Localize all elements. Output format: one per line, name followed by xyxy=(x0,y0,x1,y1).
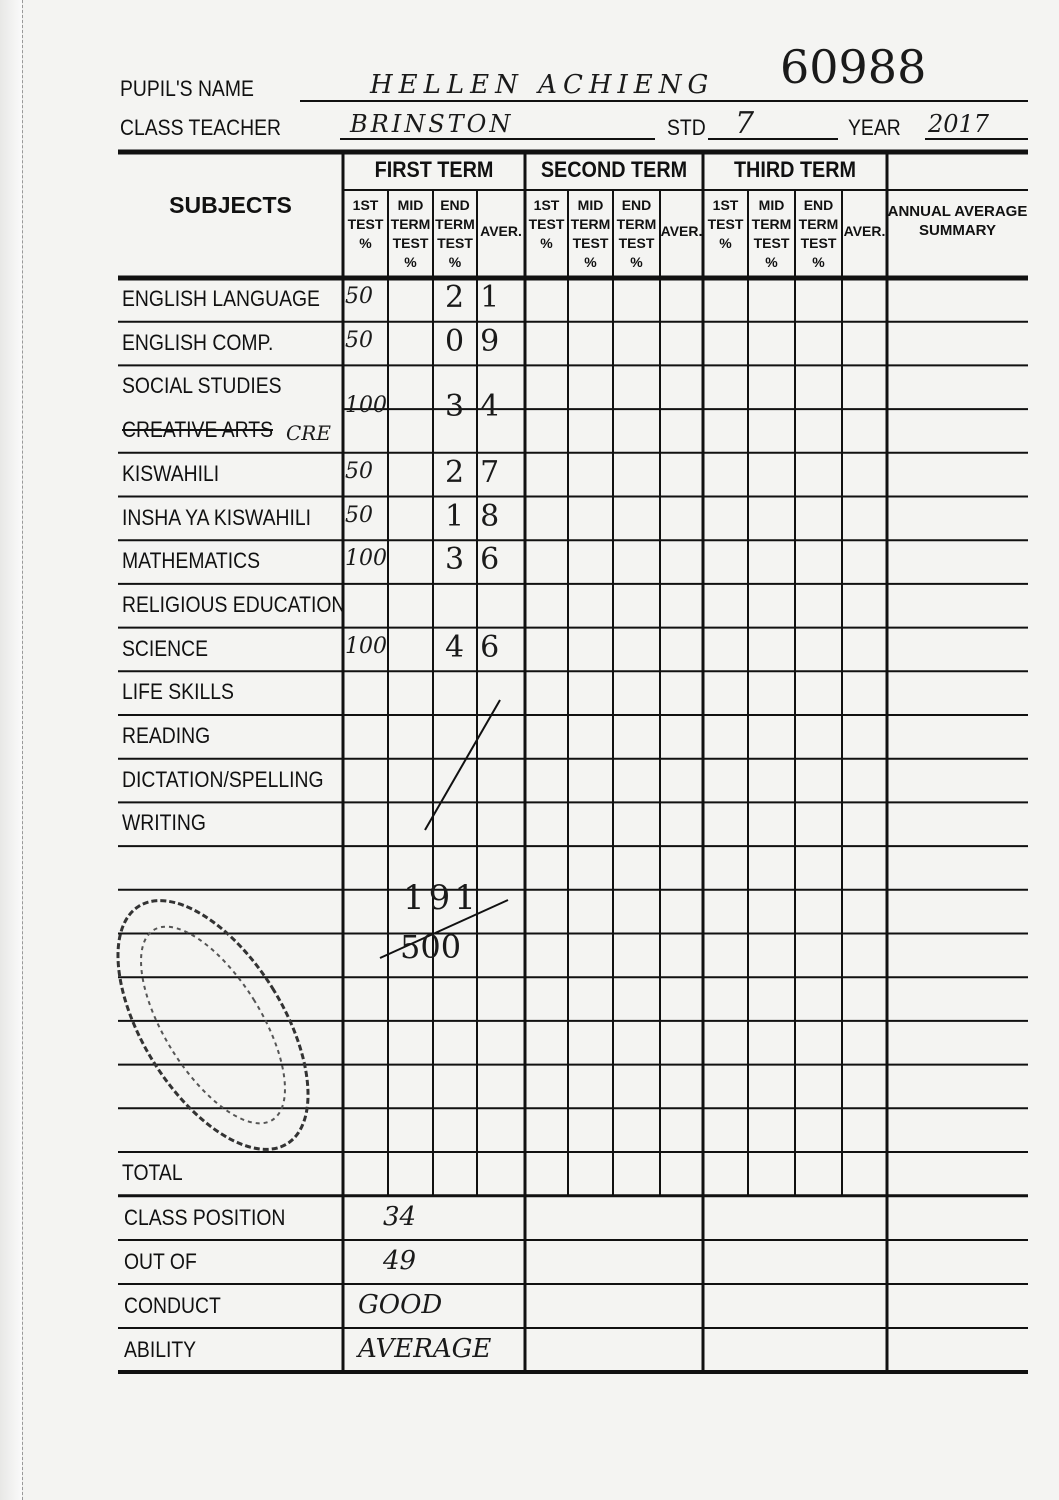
subject-label: RELIGIOUS EDUCATION xyxy=(122,591,346,617)
first-test-mark: 50 xyxy=(345,284,373,309)
subject-label: CREATIVE ARTS xyxy=(122,417,273,443)
subcol-1-term-1: 1ST TEST% xyxy=(347,197,384,251)
subject-label: MATHEMATICS xyxy=(122,548,261,574)
pupil-name-value: HELLEN ACHIENG xyxy=(370,70,715,100)
subject-label: TOTAL xyxy=(122,1160,183,1185)
summary-value: 49 xyxy=(383,1246,417,1276)
total-score: 191 xyxy=(403,878,480,918)
subcol-3-term-3: END TERM TEST% xyxy=(798,197,839,270)
summary-label: CONDUCT xyxy=(124,1293,221,1318)
end-term-mark: 27 xyxy=(445,454,516,490)
year-value: 2017 xyxy=(928,110,990,138)
subject-label: SOCIAL STUDIES xyxy=(122,373,282,399)
std-value: 7 xyxy=(735,106,755,141)
hand-slash xyxy=(424,699,501,831)
subcol-2-term-1: MID TERM TEST% xyxy=(390,197,431,270)
end-term-mark: 46 xyxy=(445,629,516,665)
first-test-mark: 50 xyxy=(345,458,373,484)
subjects-header: SUBJECTS xyxy=(169,192,292,218)
subcol-3-term-1: END TERM TEST% xyxy=(435,197,475,270)
year-label: YEAR xyxy=(848,115,901,140)
subcol-2-term-3: MID TERM TEST% xyxy=(751,197,792,270)
subcol-3-term-2: END TERM TEST% xyxy=(616,197,657,270)
subcol-4-term-3: AVER. xyxy=(843,223,886,239)
end-term-mark: 09 xyxy=(445,323,516,359)
summary-label: OUT OF xyxy=(124,1249,197,1274)
scan-edge xyxy=(0,0,23,1500)
first-test-mark: 100 xyxy=(345,546,387,572)
summary-value: AVERAGE xyxy=(358,1334,492,1364)
school-stamp xyxy=(116,899,310,1151)
subject-label: SCIENCE xyxy=(122,635,209,661)
summary-value: 34 xyxy=(383,1202,417,1232)
summary-label: CLASS POSITION xyxy=(124,1205,286,1230)
end-term-mark: 21 xyxy=(445,280,516,315)
annual-average-header: ANNUAL AVERAGE SUMMARY xyxy=(887,203,1028,239)
term-header-1: FIRST TERM xyxy=(374,157,494,182)
subcol-1-term-2: 1ST TEST% xyxy=(528,197,565,251)
class-teacher-value: BRINSTON xyxy=(350,110,514,138)
handwritten-subject: CRE xyxy=(286,421,331,446)
std-label: STD xyxy=(667,115,706,140)
subject-label: WRITING xyxy=(122,810,206,836)
first-test-mark: 100 xyxy=(345,393,387,419)
subcol-4-term-1: AVER. xyxy=(480,223,522,239)
first-test-mark: 100 xyxy=(345,633,387,659)
subject-label: KISWAHILI xyxy=(122,460,220,486)
end-term-mark: 18 xyxy=(445,498,516,534)
subject-label: ENGLISH LANGUAGE xyxy=(122,286,320,311)
summary-value: GOOD xyxy=(358,1290,443,1320)
end-term-mark: 34 xyxy=(445,389,516,425)
subject-label: LIFE SKILLS xyxy=(122,679,234,705)
subject-label: DICTATION/SPELLING xyxy=(122,766,324,792)
admission-number: 60988 xyxy=(780,40,927,94)
subcol-2-term-2: MID TERM TEST% xyxy=(570,197,611,270)
subject-label: INSHA YA KISWAHILI xyxy=(122,504,312,530)
first-test-mark: 50 xyxy=(345,327,373,353)
subject-label: READING xyxy=(122,723,211,748)
summary-label: ABILITY xyxy=(124,1337,197,1362)
term-header-2: SECOND TERM xyxy=(540,157,688,182)
class-teacher-label: CLASS TEACHER xyxy=(120,115,282,140)
total-out-of: 500 xyxy=(400,928,462,966)
end-term-mark: 36 xyxy=(445,542,516,578)
subject-label: ENGLISH COMP. xyxy=(122,329,274,355)
first-test-mark: 50 xyxy=(345,502,373,528)
fraction-line xyxy=(379,899,509,959)
subcol-1-term-3: 1ST TEST% xyxy=(707,197,744,251)
term-header-3: THIRD TERM xyxy=(733,157,857,182)
subcol-4-term-2: AVER. xyxy=(660,223,703,239)
pupil-name-label: PUPIL'S NAME xyxy=(120,76,254,101)
